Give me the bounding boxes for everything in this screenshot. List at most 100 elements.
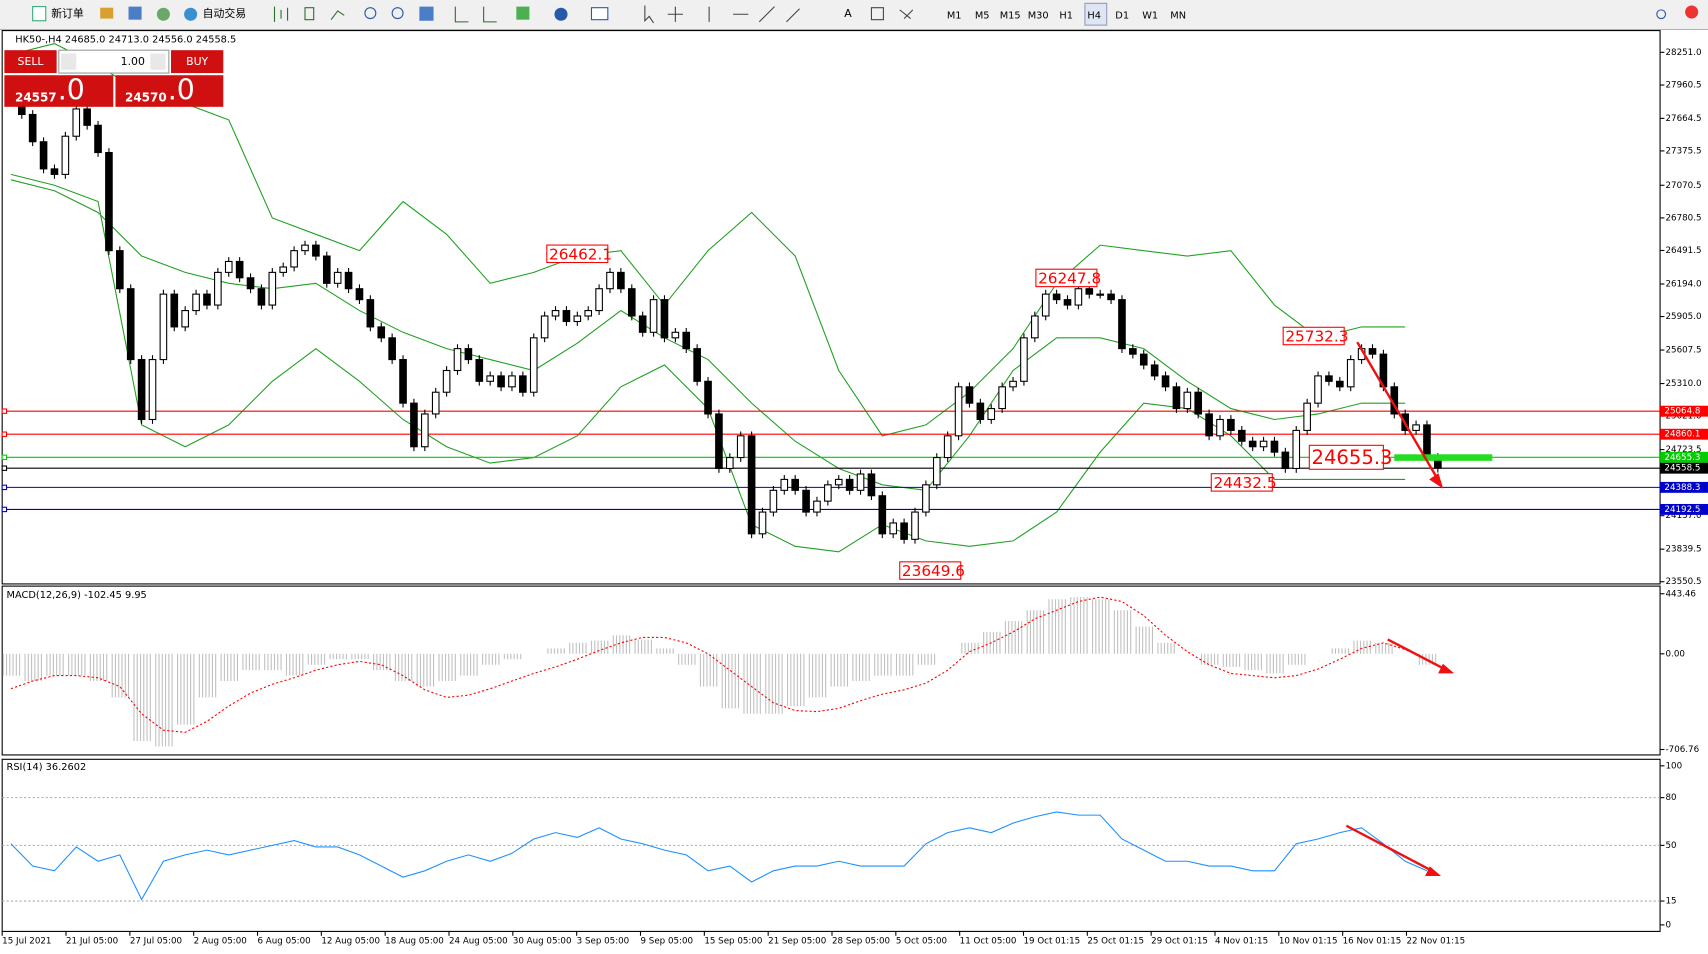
- candle: [584, 310, 593, 317]
- search[interactable]: [1656, 9, 1667, 20]
- price-annotation: 24655.3: [1312, 446, 1393, 469]
- notifications[interactable]: [1685, 5, 1699, 19]
- auto-trading-button[interactable]: 自动交易: [203, 6, 246, 20]
- level-label-box: [1660, 405, 1708, 417]
- price-annotation: 25732.3: [1285, 328, 1348, 346]
- x-tick-label: 18 Aug 05:00: [385, 937, 444, 947]
- ask-fraction[interactable]: .0: [168, 74, 195, 107]
- bid-fraction[interactable]: .0: [58, 74, 85, 107]
- timeframe-button[interactable]: M1: [947, 10, 962, 21]
- y-tick-label: 100: [1666, 761, 1683, 771]
- chart-header: HK50-,H4 24685.0 24713.0 24556.0 24558.5: [15, 34, 236, 45]
- ask-box[interactable]: [115, 75, 224, 107]
- arrow: [1345, 824, 1432, 872]
- toolbar-icon[interactable]: [156, 7, 170, 21]
- ask-price[interactable]: 24570: [125, 91, 167, 105]
- candle: [497, 375, 505, 388]
- candle: [1052, 293, 1061, 301]
- y-tick-label: -706.76: [1666, 745, 1700, 755]
- toolbar-icon[interactable]: [128, 6, 142, 20]
- scroll-tools[interactable]: [454, 6, 497, 23]
- level-label-box: [1660, 428, 1708, 440]
- candle: [660, 299, 669, 339]
- lots-up[interactable]: [150, 53, 166, 70]
- candle: [519, 375, 527, 393]
- bollinger-band: [10, 179, 1406, 491]
- y-tick-label: 25607.5: [1666, 346, 1702, 356]
- candle: [758, 511, 767, 535]
- candle: [965, 386, 974, 404]
- text-tool[interactable]: A: [844, 7, 852, 20]
- sell-button[interactable]: [4, 50, 57, 74]
- price-annotation: 24432.5: [1213, 474, 1276, 492]
- trend-arrows: [1345, 341, 1455, 876]
- buy-button[interactable]: [171, 50, 224, 74]
- candle: [246, 277, 255, 290]
- candle-tool[interactable]: [304, 7, 315, 21]
- candle: [322, 255, 331, 284]
- timeframe-button[interactable]: M30: [1028, 10, 1049, 21]
- timeframe-button[interactable]: H4: [1087, 10, 1101, 21]
- x-tick-label: 16 Nov 01:15: [1343, 937, 1402, 947]
- macd-chart: 443.46 0.00 -706.76: [2, 589, 1700, 755]
- label-tool[interactable]: [870, 7, 884, 21]
- tile-windows[interactable]: [419, 6, 434, 21]
- periods[interactable]: [554, 7, 568, 21]
- timeframe-button[interactable]: W1: [1142, 10, 1158, 21]
- candle: [824, 484, 832, 502]
- level-marker: [1, 506, 8, 513]
- timeframe-button[interactable]: M15: [1000, 10, 1021, 21]
- y-tick-label: 25310.0: [1666, 379, 1702, 389]
- target-zone: [1394, 454, 1493, 461]
- candle: [214, 271, 222, 306]
- candle: [83, 108, 91, 126]
- timeframe-button[interactable]: D1: [1115, 10, 1129, 21]
- candle: [1216, 418, 1224, 437]
- zoom-out[interactable]: [391, 7, 404, 20]
- buy-label[interactable]: BUY: [186, 55, 208, 68]
- arrows-tool[interactable]: [899, 9, 914, 20]
- candle: [1074, 288, 1083, 306]
- y-tick-label: 27375.5: [1666, 146, 1702, 156]
- sell-label[interactable]: SELL: [18, 55, 44, 68]
- candle: [1107, 293, 1115, 301]
- timeframe-button[interactable]: H1: [1059, 10, 1073, 21]
- x-tick-label: 15 Jul 2021: [2, 937, 51, 947]
- candle: [453, 348, 462, 372]
- x-tick-label: 24 Aug 05:00: [449, 937, 508, 947]
- price-annotation-box: [546, 244, 609, 264]
- candle: [1303, 402, 1311, 431]
- timeframe-button[interactable]: MN: [1170, 10, 1186, 21]
- bar-chart-tool[interactable]: [273, 6, 289, 22]
- y-tick-label: 0: [1666, 920, 1672, 930]
- lots-down[interactable]: [61, 53, 77, 70]
- drawing-tools[interactable]: [644, 5, 800, 24]
- new-order-icon[interactable]: [32, 6, 47, 22]
- bid-box[interactable]: [4, 75, 114, 107]
- candle: [1096, 293, 1104, 296]
- lots-input[interactable]: [58, 49, 170, 74]
- price-annotation-box: [1308, 444, 1384, 470]
- new-order-button[interactable]: 新订单: [51, 6, 84, 20]
- candle: [355, 288, 364, 301]
- candle: [911, 511, 919, 540]
- auto-trading-icon[interactable]: [184, 7, 198, 21]
- price-annotation-box: [1282, 326, 1345, 346]
- candle: [290, 250, 298, 268]
- timeframe-button[interactable]: M5: [975, 10, 990, 21]
- candle: [540, 315, 549, 339]
- line-tool[interactable]: [330, 10, 345, 21]
- macd-title: MACD(12,26,9) -102.45 9.95: [7, 590, 147, 601]
- candle: [998, 386, 1006, 410]
- bid-price[interactable]: 24557: [15, 91, 57, 105]
- y-tick-label: 24723.5: [1666, 445, 1702, 455]
- templates[interactable]: [590, 7, 609, 21]
- candle: [1139, 353, 1148, 366]
- arrow-head: [1425, 866, 1442, 876]
- toolbar-icon[interactable]: [100, 7, 114, 19]
- level-marker: [1, 454, 8, 461]
- zoom-in[interactable]: [364, 7, 377, 20]
- indicators[interactable]: [516, 6, 530, 20]
- x-tick-label: 25 Oct 01:15: [1087, 937, 1144, 947]
- lots-value[interactable]: 1.00: [121, 55, 145, 68]
